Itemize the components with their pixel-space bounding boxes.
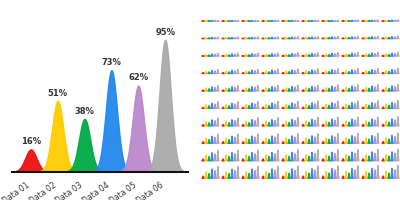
Text: Data 03: Data 03 [54,181,84,200]
Text: Data 04: Data 04 [81,181,112,200]
Text: 16%: 16% [21,137,41,146]
Text: Data 06: Data 06 [135,181,165,200]
Text: Data 02: Data 02 [28,181,58,200]
Text: 51%: 51% [48,89,68,98]
Text: 73%: 73% [102,58,121,67]
Text: Data 05: Data 05 [108,181,138,200]
Text: 95%: 95% [155,28,175,37]
Text: Data 01: Data 01 [1,181,31,200]
Text: 62%: 62% [128,73,148,82]
Text: 38%: 38% [75,107,94,116]
